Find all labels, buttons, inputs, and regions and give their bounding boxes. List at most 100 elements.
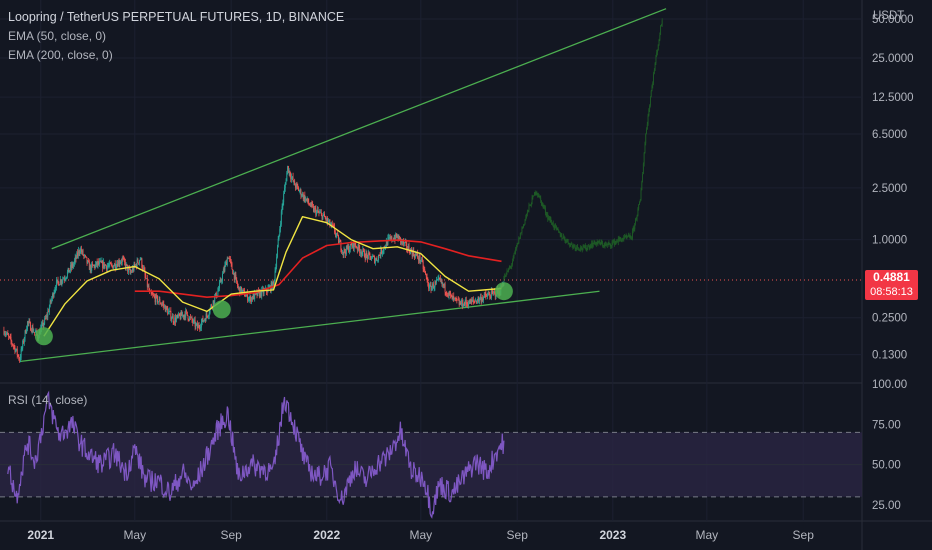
candle-body	[337, 233, 339, 236]
candle-body	[140, 258, 142, 260]
rsi-pane[interactable]	[0, 390, 862, 519]
candle-body	[419, 255, 421, 262]
candle-body	[429, 285, 431, 286]
candle-body	[349, 249, 350, 252]
candle-body	[51, 298, 53, 302]
candle-body	[617, 241, 618, 243]
candle-body	[263, 290, 265, 294]
candle-body	[200, 322, 202, 328]
candle-body	[471, 299, 473, 302]
candle-body	[15, 350, 17, 352]
candle-body	[487, 293, 489, 295]
candle-body	[525, 217, 527, 220]
candle-body	[26, 329, 28, 334]
candle-body	[7, 332, 9, 335]
candle-body	[456, 298, 458, 300]
candle-body	[633, 227, 635, 230]
candle-body	[460, 302, 462, 305]
trendline-lower[interactable]	[19, 290, 600, 363]
candle-body	[13, 345, 15, 347]
candle-body	[391, 236, 393, 241]
candle-body	[5, 333, 7, 335]
price-pane[interactable]	[0, 8, 862, 363]
candle-body	[350, 244, 352, 246]
candle-body	[222, 273, 224, 281]
ema-50-legend[interactable]: EMA (50, close, 0)	[8, 29, 107, 43]
candle-body	[30, 322, 32, 331]
candle-body	[302, 193, 304, 200]
ema-200-line[interactable]	[134, 239, 502, 298]
candle-body	[385, 240, 387, 247]
candle-body	[388, 237, 390, 239]
candle-body	[579, 249, 581, 251]
ema-50-line[interactable]	[43, 216, 502, 337]
candle-body	[573, 245, 575, 247]
price-scale[interactable]: 50.0000 25.0000 12.5000 6.5000 2.5000 1.0000 0…	[872, 14, 914, 362]
signal-marker[interactable]	[494, 282, 513, 301]
candle-body	[513, 253, 515, 257]
candle-body	[551, 221, 553, 225]
candle-body	[31, 326, 33, 332]
candle-body	[491, 290, 493, 292]
candle-body	[599, 240, 600, 243]
candle-body	[20, 348, 22, 358]
candle-body	[144, 270, 146, 276]
signal-marker[interactable]	[34, 327, 53, 346]
candle-body	[468, 299, 470, 304]
candle-body	[74, 257, 76, 261]
rsi-tick-label: 75.00	[872, 419, 901, 431]
candle-body	[343, 249, 345, 255]
candle-body	[247, 299, 249, 301]
candle-body	[92, 264, 94, 266]
candle-body	[162, 303, 164, 305]
candle-body	[567, 239, 569, 243]
candle-body	[395, 233, 397, 241]
candle-body	[135, 264, 137, 266]
rsi-scale[interactable]: 100.00 75.00 50.00 25.00	[872, 379, 907, 512]
candle-body	[94, 265, 96, 268]
candle-body	[370, 256, 372, 260]
candle-body	[333, 225, 335, 227]
candle-body	[620, 239, 622, 242]
candle-body	[394, 238, 396, 241]
candle-body	[298, 190, 300, 192]
signal-marker[interactable]	[212, 300, 231, 319]
candle-body	[656, 52, 658, 57]
candle-body	[577, 247, 579, 250]
candle-body	[661, 20, 663, 25]
candle-body	[93, 265, 95, 267]
candle-body	[296, 183, 298, 186]
candle-body	[439, 277, 441, 279]
candle-body	[287, 166, 289, 173]
ema-200-legend[interactable]: EMA (200, close, 0)	[8, 48, 113, 62]
candle-body	[624, 235, 626, 238]
candle-body	[600, 241, 602, 245]
candle-body	[601, 241, 603, 244]
time-scale[interactable]: 2021 May Sep 2022 May Sep 2023 May Sep	[27, 528, 814, 542]
candle-body	[396, 233, 397, 238]
candle-body	[544, 207, 546, 209]
rsi-legend[interactable]: RSI (14, close)	[8, 393, 88, 407]
candle-body	[6, 332, 8, 334]
rsi-tick-label: 100.00	[872, 379, 907, 391]
candle-body	[252, 294, 254, 300]
projection-candles[interactable]	[503, 18, 663, 282]
candle-body	[450, 294, 452, 296]
candle-body	[19, 357, 21, 361]
candle-body	[138, 262, 140, 264]
trendline-upper[interactable]	[51, 8, 667, 250]
candle-body	[465, 299, 466, 305]
candle-body	[454, 297, 456, 299]
candle-body	[87, 260, 89, 264]
candle-body	[223, 269, 225, 271]
candle-body	[504, 275, 506, 277]
candle-body	[467, 303, 469, 306]
rsi-line[interactable]	[7, 390, 505, 519]
candle-body	[556, 228, 558, 229]
candle-body	[8, 334, 10, 337]
candle-body	[545, 213, 547, 216]
candle-body	[617, 238, 619, 243]
candle-body	[59, 284, 61, 286]
candle-body	[221, 280, 223, 282]
